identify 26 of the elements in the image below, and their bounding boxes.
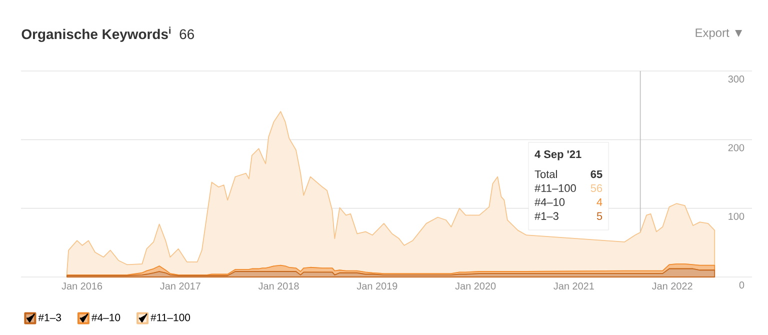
annotation: #4–10 (534, 198, 565, 206)
x-tick-label: Jan 2018 (258, 282, 299, 290)
y-tick-label: 100 (728, 212, 744, 220)
y-tick-label: 200 (728, 144, 744, 152)
x-tick-label: Jan 2017 (160, 282, 200, 290)
annotation: 4 Sep '21 (534, 150, 582, 160)
annotation: #11–100 (534, 184, 576, 192)
annotation: 65 (590, 170, 602, 178)
legend-label: #11–100 (150, 314, 190, 322)
annotation: #1–3 (534, 212, 558, 220)
y-tick-label: 0 (739, 282, 744, 289)
annotation: 5 (596, 212, 602, 220)
annotation: 56 (590, 184, 602, 192)
text: Export ▼ (696, 28, 742, 40)
x-tick-label: Jan 2022 (652, 282, 692, 290)
annotation: 4 (596, 198, 602, 206)
chart-subtitle: 66 (180, 29, 194, 40)
legend-label: #1–3 (38, 314, 61, 322)
x-tick-label: Jan 2020 (455, 282, 496, 290)
x-tick-label: Jan 2016 (62, 282, 102, 290)
chart-title: Organische Keywords$^{i}$ (22, 26, 170, 42)
x-tick-label: Jan 2021 (554, 282, 594, 290)
y-tick-label: 300 (728, 76, 744, 83)
x-tick-label: Jan 2019 (356, 282, 398, 290)
legend-label: #4–10 (91, 314, 120, 322)
annotation: Total (534, 170, 557, 178)
